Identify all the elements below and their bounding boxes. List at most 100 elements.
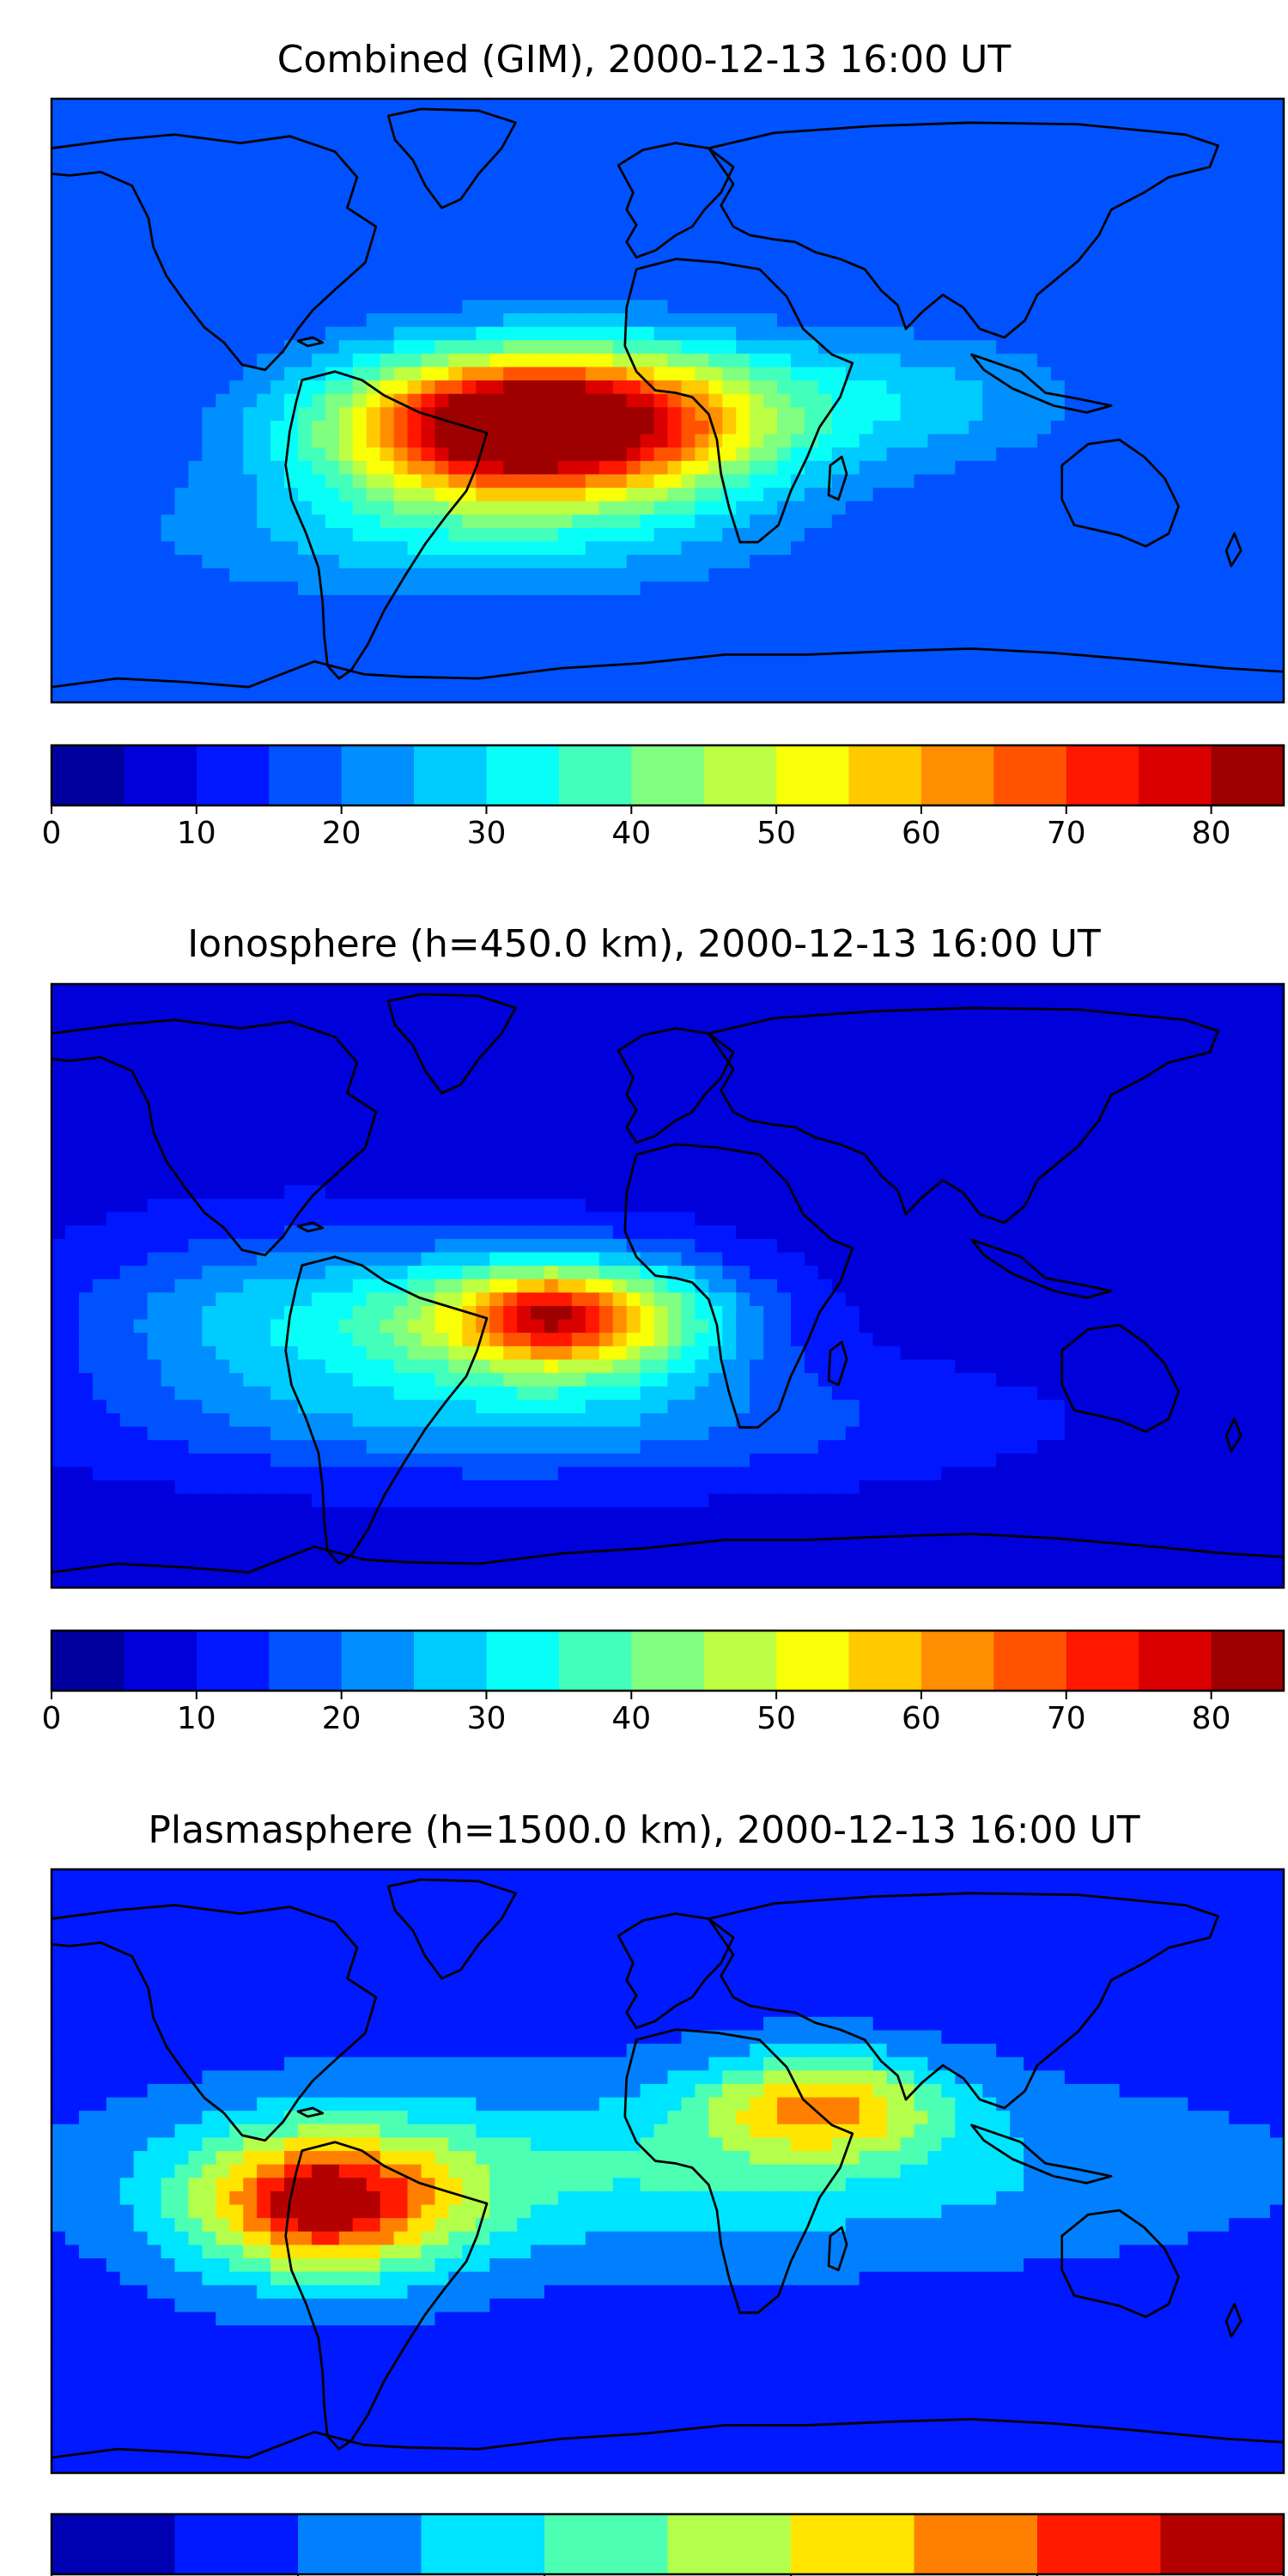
- heatmap-cell: [886, 1051, 902, 1066]
- heatmap-cell: [1050, 246, 1066, 261]
- heatmap-cell: [612, 488, 628, 502]
- heatmap-cell: [900, 353, 915, 368]
- heatmap-cell: [1242, 434, 1257, 448]
- heatmap-cell: [311, 99, 326, 113]
- heatmap-cell: [338, 420, 354, 435]
- heatmap-cell: [64, 1011, 80, 1025]
- heatmap-cell: [557, 259, 573, 274]
- heatmap-cell: [996, 246, 1011, 261]
- heatmap-cell: [298, 99, 313, 113]
- heatmap-cell: [667, 300, 683, 314]
- heatmap-cell: [106, 1037, 121, 1052]
- heatmap-cell: [298, 233, 313, 247]
- heatmap-cell: [708, 166, 723, 180]
- heatmap-cell: [106, 581, 121, 596]
- heatmap-cell: [914, 501, 929, 515]
- heatmap-cell: [243, 622, 258, 636]
- heatmap-cell: [1037, 488, 1052, 502]
- heatmap-cell: [1050, 420, 1066, 435]
- heatmap-cell: [612, 1011, 628, 1025]
- heatmap-cell: [1146, 112, 1162, 126]
- heatmap-cell: [503, 192, 518, 207]
- heatmap-cell: [708, 622, 723, 636]
- heatmap-cell: [284, 635, 299, 650]
- heatmap-cell: [653, 166, 669, 180]
- heatmap-cell: [393, 340, 409, 355]
- heatmap-cell: [338, 286, 354, 301]
- heatmap-cell: [804, 474, 819, 489]
- heatmap-cell: [1105, 353, 1121, 368]
- heatmap-cell: [982, 286, 997, 301]
- heatmap-cell: [1050, 622, 1066, 636]
- heatmap-cell: [216, 648, 230, 663]
- heatmap-cell: [434, 474, 449, 489]
- heatmap-cell: [338, 353, 354, 368]
- heatmap-cell: [52, 219, 66, 234]
- heatmap-cell: [1188, 595, 1202, 610]
- heatmap-cell: [1256, 286, 1271, 301]
- heatmap-cell: [777, 166, 792, 180]
- heatmap-cell: [750, 166, 764, 180]
- heatmap-cell: [722, 152, 737, 167]
- heatmap-cell: [736, 179, 750, 193]
- heatmap-cell: [421, 125, 436, 140]
- heatmap-cell: [859, 367, 874, 381]
- heatmap-cell: [1146, 434, 1162, 448]
- heatmap-cell: [1078, 112, 1093, 126]
- heatmap-cell: [612, 138, 628, 154]
- heatmap-cell: [298, 1104, 313, 1119]
- heatmap-cell: [1270, 662, 1284, 677]
- heatmap-cell: [284, 1037, 299, 1052]
- heatmap-cell: [544, 997, 559, 1012]
- heatmap-cell: [845, 488, 860, 502]
- heatmap-cell: [366, 514, 381, 529]
- heatmap-cell: [1215, 488, 1230, 502]
- heatmap-cell: [1024, 447, 1038, 462]
- heatmap-cell: [1201, 125, 1216, 140]
- heatmap-cell: [311, 407, 326, 422]
- heatmap-cell: [434, 246, 449, 261]
- heatmap-cell: [722, 353, 737, 368]
- heatmap-cell: [1078, 1064, 1093, 1078]
- heatmap-cell: [1174, 112, 1188, 126]
- heatmap-cell: [1215, 219, 1230, 234]
- heatmap-cell: [188, 393, 203, 408]
- heatmap-cell: [202, 340, 216, 355]
- heatmap-cell: [695, 1064, 709, 1078]
- heatmap-cell: [750, 1104, 764, 1119]
- heatmap-cell: [448, 1051, 463, 1066]
- heatmap-cell: [1078, 219, 1093, 234]
- heatmap-cell: [982, 246, 997, 261]
- heatmap-cell: [352, 1091, 368, 1106]
- heatmap-cell: [407, 1037, 422, 1052]
- heatmap-cell: [161, 434, 176, 448]
- heatmap-cell: [216, 326, 230, 341]
- heatmap-cell: [571, 662, 586, 677]
- heatmap-cell: [161, 407, 176, 422]
- heatmap-cell: [52, 474, 66, 489]
- heatmap-cell: [407, 595, 422, 610]
- heatmap-cell: [612, 541, 628, 556]
- heatmap-cell: [859, 112, 874, 126]
- heatmap-cell: [202, 380, 216, 395]
- heatmap-cell: [571, 273, 586, 288]
- heatmap-cell: [1050, 205, 1066, 221]
- heatmap-cell: [407, 246, 422, 261]
- heatmap-cell: [955, 675, 969, 690]
- heatmap-cell: [1037, 233, 1052, 247]
- heatmap-cell: [1078, 138, 1093, 154]
- heatmap-cell: [585, 662, 600, 677]
- heatmap-cell: [243, 488, 258, 502]
- heatmap-cell: [804, 608, 819, 623]
- heatmap-cell: [557, 1091, 573, 1106]
- heatmap-cell: [1024, 380, 1038, 395]
- heatmap-cell: [750, 192, 764, 207]
- heatmap-cell: [147, 622, 162, 636]
- heatmap-cell: [859, 1037, 874, 1052]
- heatmap-cell: [667, 1011, 683, 1025]
- heatmap-cell: [366, 99, 381, 113]
- heatmap-cell: [503, 447, 518, 462]
- heatmap-cell: [1010, 1011, 1024, 1025]
- heatmap-cell: [1024, 1024, 1038, 1039]
- heatmap-cell: [1215, 648, 1230, 663]
